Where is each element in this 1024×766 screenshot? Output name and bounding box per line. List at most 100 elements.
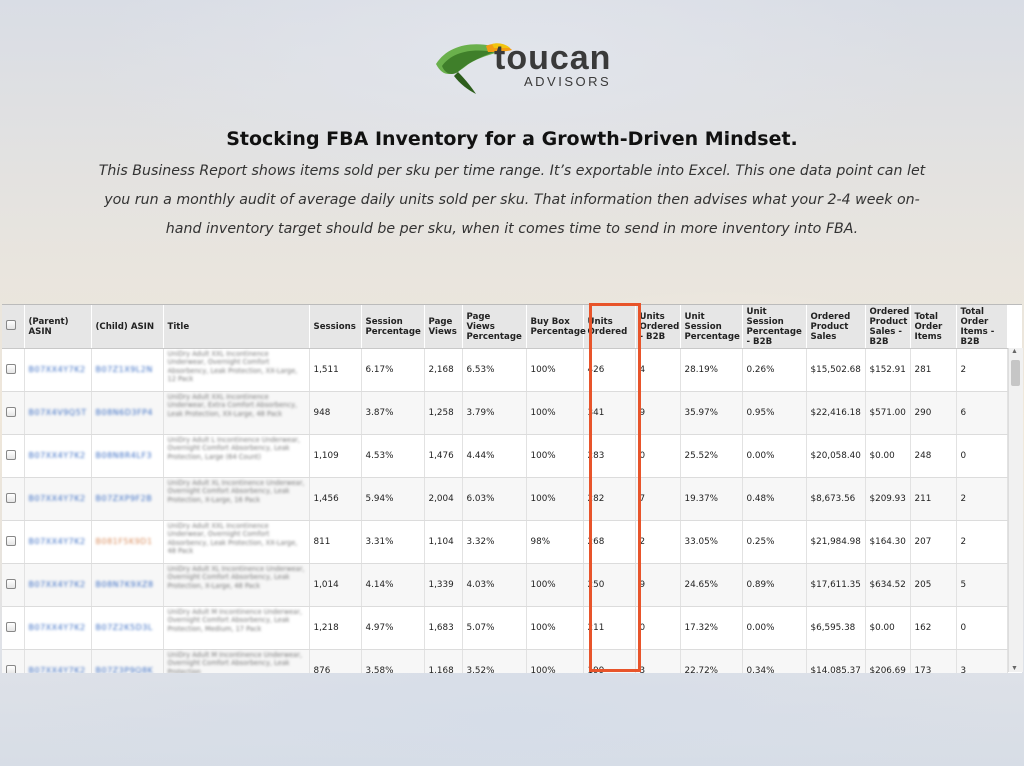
parent-asin-link[interactable]: B07XX4Y7K2 [28, 451, 86, 460]
sessions-cell-cell-wrap: 876 [309, 649, 362, 673]
row-checkbox[interactable] [6, 492, 16, 503]
sessions-cell-cell-wrap: 1,109 [309, 434, 362, 478]
ordered-product-sales-cell: $14,085.37 [810, 666, 861, 673]
ordered-product-sales-b2b-cell: $634.52 [869, 580, 906, 590]
parent-asin-link[interactable]: B07XX4Y7K2 [28, 580, 86, 589]
col-ordered-product-sales[interactable]: Ordered Product Sales [806, 305, 866, 349]
scroll-thumb[interactable] [1011, 360, 1020, 386]
col-parent-asin[interactable]: (Parent) ASIN [24, 305, 92, 349]
child-asin-link-cell-wrap: B08N7K9XZ8 [91, 563, 164, 607]
table-header-row: (Parent) ASIN (Child) ASIN Title Session… [2, 305, 1008, 349]
row-checkbox-cell[interactable] [2, 348, 25, 392]
total-order-items-b2b-cell: 0 [960, 451, 967, 461]
child-asin-link[interactable]: B08N7K9XZ8 [95, 580, 154, 589]
units-ordered-cell: 199 [587, 666, 605, 673]
child-asin-link[interactable]: B081F5K9D1 [95, 537, 153, 546]
sessions-cell-cell-wrap: 811 [309, 520, 362, 564]
child-asin-link[interactable]: B08N8R4LF3 [95, 451, 153, 460]
parent-asin-link[interactable]: B07XX4Y7K2 [28, 494, 86, 503]
child-asin-link[interactable]: B07Z1X9L2N [95, 365, 153, 374]
unit-session-percentage-cell-cell-wrap: 19.37% [680, 477, 743, 521]
ordered-product-sales-cell: $8,673.56 [810, 494, 856, 504]
page-views-percentage-cell-cell-wrap: 4.44% [462, 434, 527, 478]
parent-asin-link[interactable]: B07XX4Y7K2 [28, 365, 86, 374]
sessions-cell-cell-wrap: 1,014 [309, 563, 362, 607]
col-total-order-items[interactable]: Total Order Items [910, 305, 957, 349]
col-page-views[interactable]: Page Views [424, 305, 463, 349]
col-unit-session-percentage[interactable]: Unit Session Percentage [680, 305, 743, 349]
scroll-down-arrow-icon[interactable]: ▼ [1011, 665, 1018, 672]
child-asin-link[interactable]: B08N6D3FP4 [95, 408, 154, 417]
col-ordered-product-sales-b2b[interactable]: Ordered Product Sales - B2B [865, 305, 911, 349]
unit-session-percentage-cell: 28.19% [684, 365, 719, 375]
ordered-product-sales-b2b-cell: $0.00 [869, 451, 895, 461]
total-order-items-cell: 281 [914, 365, 932, 375]
units-ordered-b2b-cell: 4 [639, 365, 646, 375]
parent-asin-link-cell-wrap: B07XX4Y7K2 [24, 348, 92, 392]
col-unit-session-percentage-b2b[interactable]: Unit Session Percentage - B2B [742, 305, 807, 349]
session-percentage-cell-cell-wrap: 3.58% [361, 649, 425, 673]
units-ordered-cell-cell-wrap: 199 [583, 649, 636, 673]
page-views-percentage-cell: 6.03% [466, 494, 495, 504]
page-views-percentage-cell-cell-wrap: 6.53% [462, 348, 527, 392]
parent-asin-link[interactable]: B07X4V9Q5T [28, 408, 87, 417]
scroll-up-arrow-icon[interactable]: ▲ [1011, 348, 1018, 355]
product-title: UniDry Adult XL Incontinence Underwear, … [167, 565, 305, 590]
child-asin-link[interactable]: B07Z2K5D3L [95, 623, 153, 632]
col-sessions[interactable]: Sessions [309, 305, 362, 349]
col-total-order-items-b2b[interactable]: Total Order Items - B2B [956, 305, 1008, 349]
total-order-items-cell: 162 [914, 623, 932, 633]
ordered-product-sales-b2b-cell-cell-wrap: $209.93 [865, 477, 911, 521]
page-views-percentage-cell: 4.44% [466, 451, 495, 461]
row-checkbox-cell[interactable] [2, 477, 25, 521]
row-checkbox-cell[interactable] [2, 649, 25, 673]
row-checkbox[interactable] [6, 621, 16, 632]
row-checkbox-cell[interactable] [2, 563, 25, 607]
table-scrollbar[interactable]: ▲ ▼ [1008, 348, 1023, 672]
total-order-items-cell-cell-wrap: 281 [910, 348, 957, 392]
parent-asin-link-cell-wrap: B07XX4Y7K2 [24, 606, 92, 650]
row-checkbox[interactable] [6, 406, 16, 417]
col-session-percentage[interactable]: Session Percentage [361, 305, 425, 349]
units-ordered-b2b-cell: 9 [639, 580, 646, 590]
unit-session-percentage-b2b-cell: 0.26% [746, 365, 775, 375]
ordered-product-sales-cell: $21,984.98 [810, 537, 861, 547]
units-ordered-b2b-cell: 0 [639, 451, 646, 461]
total-order-items-b2b-cell-cell-wrap: 3 [956, 649, 1008, 673]
product-title: UniDry Adult M Incontinence Underwear, O… [167, 608, 303, 633]
col-child-asin[interactable]: (Child) ASIN [91, 305, 164, 349]
child-asin-link[interactable]: B07ZXP9F2B [95, 494, 153, 503]
row-checkbox-cell[interactable] [2, 606, 25, 650]
parent-asin-link[interactable]: B07XX4Y7K2 [28, 623, 86, 632]
table-row: B07XX4Y7K2 B08N7K9XZ8 UniDry Adult XL Inco… [2, 563, 1008, 607]
row-checkbox[interactable] [6, 363, 16, 374]
units-ordered-cell-cell-wrap: 250 [583, 563, 636, 607]
row-checkbox-cell[interactable] [2, 520, 25, 564]
row-checkbox[interactable] [6, 449, 16, 460]
total-order-items-cell: 173 [914, 666, 932, 673]
page-views-cell-cell-wrap: 1,683 [424, 606, 463, 650]
ordered-product-sales-cell: $15,502.68 [810, 365, 861, 375]
child-asin-link[interactable]: B07Z3P9Q8K [95, 666, 154, 673]
row-checkbox[interactable] [6, 578, 16, 589]
page-views-cell: 1,339 [428, 580, 454, 590]
row-checkbox[interactable] [6, 664, 16, 673]
sessions-cell-cell-wrap: 948 [309, 391, 362, 435]
unit-session-percentage-cell: 22.72% [684, 666, 719, 673]
row-checkbox[interactable] [6, 535, 16, 546]
parent-asin-link[interactable]: B07XX4Y7K2 [28, 666, 86, 673]
col-units-ordered-b2b[interactable]: Units Ordered - B2B [635, 305, 681, 349]
col-page-views-percentage[interactable]: Page Views Percentage [462, 305, 527, 349]
col-units-ordered[interactable]: Units Ordered [583, 305, 636, 349]
row-checkbox-cell[interactable] [2, 434, 25, 478]
parent-asin-link[interactable]: B07XX4Y7K2 [28, 537, 86, 546]
ordered-product-sales-cell: $20,058.40 [810, 451, 861, 461]
total-order-items-b2b-cell-cell-wrap: 6 [956, 391, 1008, 435]
col-title[interactable]: Title [163, 305, 310, 349]
row-checkbox-cell[interactable] [2, 391, 25, 435]
units-ordered-b2b-cell-cell-wrap: 7 [635, 477, 681, 521]
select-all-checkbox-cell[interactable] [2, 305, 25, 349]
child-asin-link-cell-wrap: B07Z3P9Q8K [91, 649, 164, 673]
select-all-checkbox[interactable] [6, 320, 16, 330]
col-buy-box-percentage[interactable]: Buy Box Percentage [526, 305, 586, 349]
